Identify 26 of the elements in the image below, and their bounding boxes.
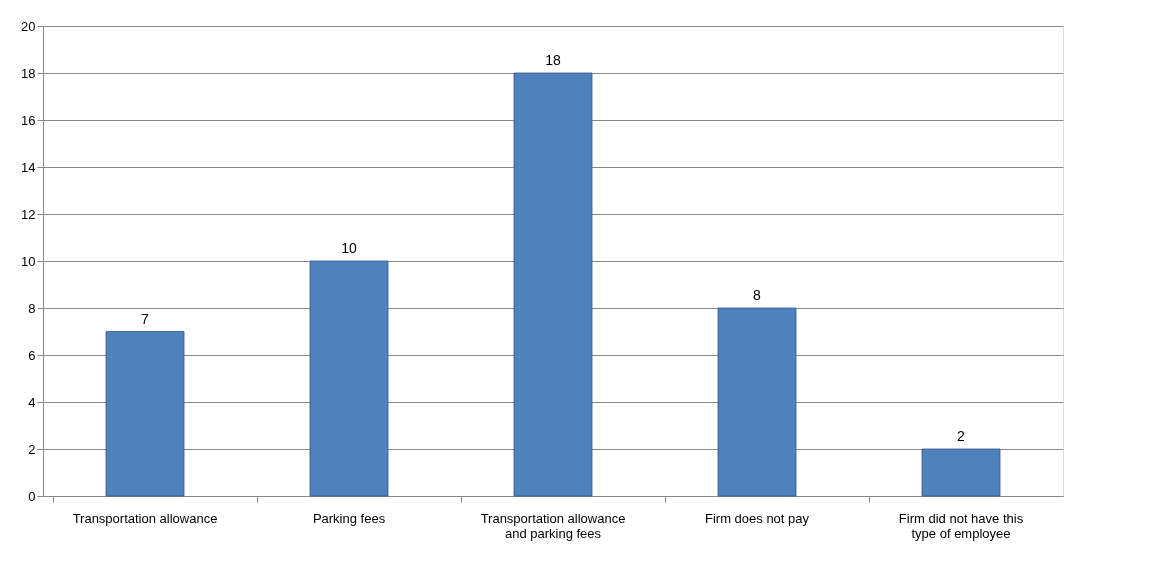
y-tick-label: 8 [28, 300, 36, 316]
x-tick-label: Firm did not have this type of employee [898, 510, 1024, 541]
data-label: 7 [141, 310, 150, 327]
x-tick-label: Transportation allowance and parking fees [480, 510, 626, 541]
y-tick-label: 14 [21, 159, 36, 175]
y-tick-label: 12 [21, 206, 36, 222]
bar [309, 260, 389, 497]
x-tick-label: Firm does not pay [704, 510, 810, 526]
x-tick-label: Transportation allowance [72, 510, 218, 526]
data-label: 2 [957, 428, 966, 444]
y-tick-label: 10 [21, 253, 36, 269]
y-tick-label: 4 [28, 394, 36, 410]
y-tick-label: 6 [28, 347, 36, 363]
bar [513, 72, 593, 497]
y-tick-label: 0 [28, 488, 36, 504]
x-tick-label: Parking fees [312, 510, 386, 526]
y-tick-label: 18 [21, 65, 36, 81]
bar [717, 307, 797, 497]
y-tick-label: 2 [28, 441, 36, 457]
y-tick-label: 20 [21, 18, 36, 34]
y-tick-label: 16 [21, 112, 36, 128]
bar [921, 448, 1001, 497]
bar [105, 331, 185, 497]
data-label: 10 [341, 240, 357, 256]
data-label: 8 [753, 287, 762, 303]
data-label: 18 [545, 52, 561, 68]
